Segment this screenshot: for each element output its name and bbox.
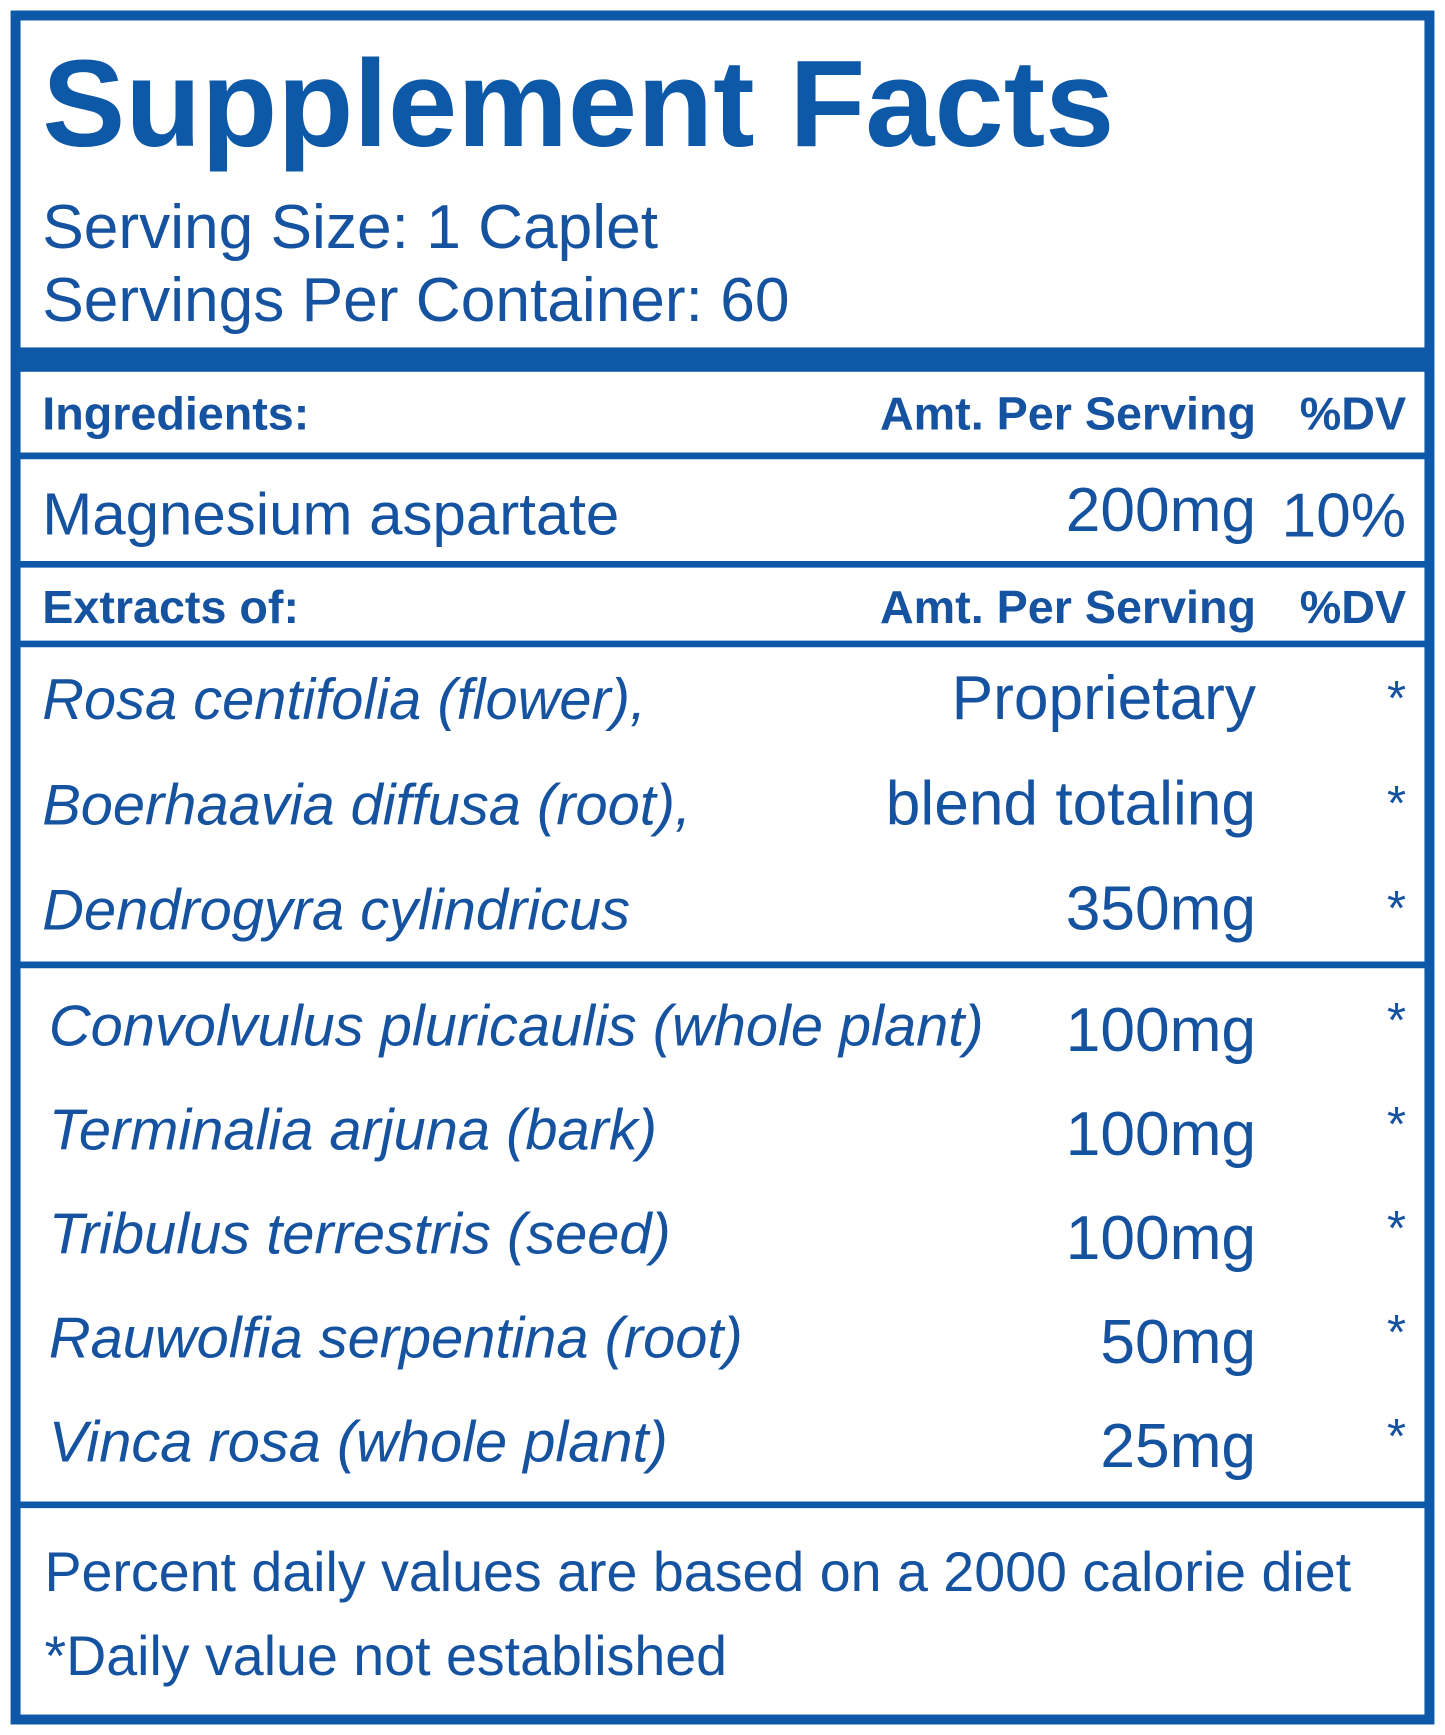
extract-name: Terminalia arjuna (bark) bbox=[49, 1099, 657, 1163]
footnote: *Daily value not established bbox=[44, 1625, 727, 1687]
dv-star: * bbox=[1387, 1202, 1406, 1256]
outer-border bbox=[10, 10, 1435, 1725]
dv-star: * bbox=[1387, 1306, 1406, 1360]
extract-amount: 50mg bbox=[1100, 1308, 1256, 1377]
extract-name: Convolvulus pluricaulis (whole plant) bbox=[49, 995, 984, 1059]
extract-amount: 25mg bbox=[1100, 1412, 1256, 1481]
extract-amount: 100mg bbox=[1066, 996, 1256, 1065]
dv-star: * bbox=[1387, 672, 1406, 726]
dv-star: * bbox=[1387, 882, 1406, 936]
blend-ingredient: Boerhaavia diffusa (root), bbox=[42, 773, 691, 837]
blend-amount: Proprietary bbox=[952, 664, 1256, 733]
header-dv: %DV bbox=[1300, 387, 1406, 439]
header-dv: %DV bbox=[1300, 581, 1406, 633]
header-amount: Amt. Per Serving bbox=[880, 387, 1256, 439]
header-amount: Amt. Per Serving bbox=[880, 581, 1256, 633]
extracts: Convolvulus pluricaulis (whole plant) 100… bbox=[49, 994, 1406, 1481]
extract-amount: 100mg bbox=[1066, 1100, 1256, 1169]
dv-star: * bbox=[1387, 1410, 1406, 1464]
extract-name: Vinca rosa (whole plant) bbox=[49, 1411, 668, 1475]
serving-size: Serving Size: 1 Caplet bbox=[42, 193, 658, 262]
blend-ingredient: Rosa centifolia (flower), bbox=[42, 668, 646, 732]
extract-amount: 100mg bbox=[1066, 1204, 1256, 1273]
blend-amount: 350mg bbox=[1066, 875, 1256, 944]
blend: Rosa centifolia (flower), Proprietary * Boe… bbox=[42, 664, 1406, 943]
ingredient-name: Magnesium aspartate bbox=[42, 481, 619, 548]
title: Supplement Facts bbox=[42, 35, 1114, 173]
extract-name: Tribulus terrestris (seed) bbox=[49, 1203, 671, 1267]
header-label: Extracts of: bbox=[42, 581, 299, 633]
footnote: Percent daily values are based on a 2000… bbox=[44, 1541, 1351, 1603]
extract-name: Rauwolfia serpentina (root) bbox=[49, 1307, 743, 1371]
ingredient-dv: 10% bbox=[1282, 482, 1407, 551]
servings-per-container: Servings Per Container: 60 bbox=[42, 266, 789, 335]
blend-ingredient: Dendrogyra cylindricus bbox=[42, 879, 630, 943]
dv-star: * bbox=[1387, 777, 1406, 831]
thick-rule bbox=[15, 347, 1430, 372]
header-label: Ingredients: bbox=[42, 387, 309, 439]
dv-star: * bbox=[1387, 1098, 1406, 1152]
dv-star: * bbox=[1387, 994, 1406, 1048]
blend-amount: blend totaling bbox=[886, 769, 1256, 838]
ingredient-amount: 200mg bbox=[1066, 476, 1256, 545]
